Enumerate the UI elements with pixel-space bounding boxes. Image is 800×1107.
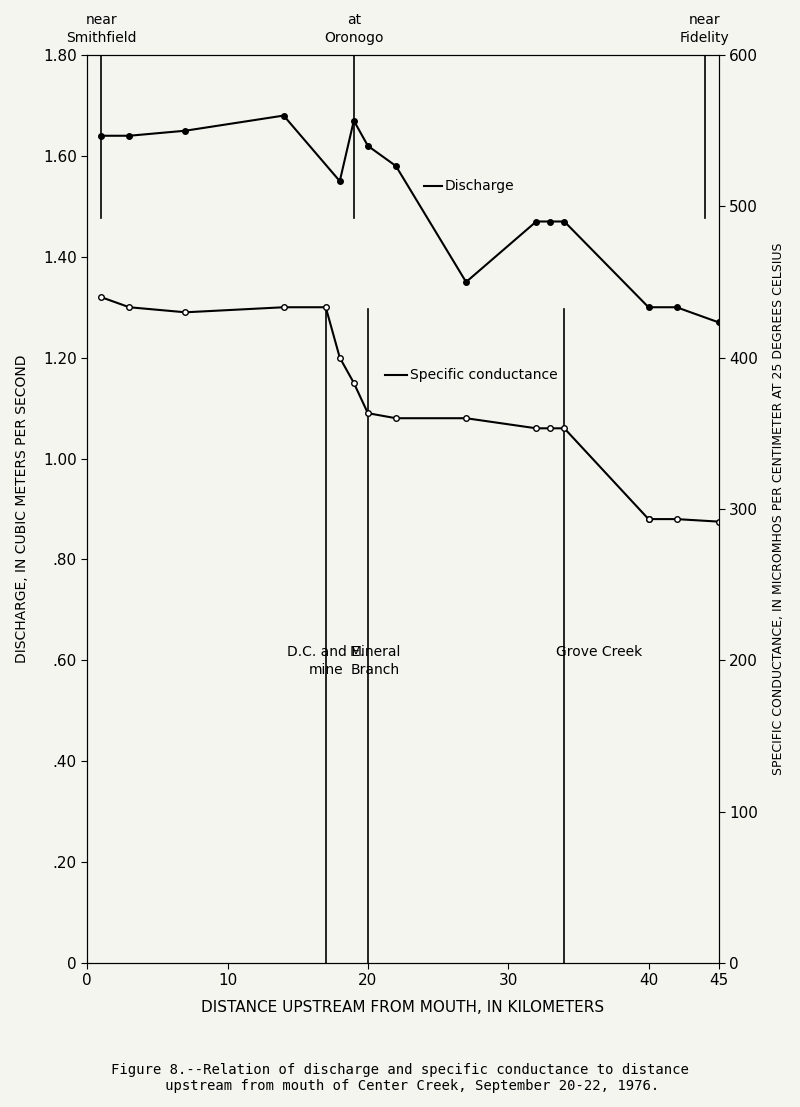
Text: near: near — [86, 13, 117, 28]
Text: Figure 8.--Relation of discharge and specific conductance to distance
   upstrea: Figure 8.--Relation of discharge and spe… — [111, 1063, 689, 1093]
Text: Discharge: Discharge — [445, 179, 514, 194]
Text: D.C. and E.: D.C. and E. — [287, 645, 365, 659]
Text: near: near — [689, 13, 721, 28]
X-axis label: DISTANCE UPSTREAM FROM MOUTH, IN KILOMETERS: DISTANCE UPSTREAM FROM MOUTH, IN KILOMET… — [202, 1000, 605, 1014]
Text: Grove Creek: Grove Creek — [556, 645, 642, 659]
Text: at: at — [346, 13, 361, 28]
Text: Mineral: Mineral — [349, 645, 401, 659]
Text: Branch: Branch — [350, 663, 399, 676]
Text: mine: mine — [309, 663, 343, 676]
Text: Smithfield: Smithfield — [66, 31, 137, 45]
Text: Oronogo: Oronogo — [324, 31, 383, 45]
Y-axis label: SPECIFIC CONDUCTANCE, IN MICROMHOS PER CENTIMETER AT 25 DEGREES CELSIUS: SPECIFIC CONDUCTANCE, IN MICROMHOS PER C… — [772, 242, 785, 775]
Text: Fidelity: Fidelity — [680, 31, 730, 45]
Text: Specific conductance: Specific conductance — [410, 369, 558, 382]
Y-axis label: DISCHARGE, IN CUBIC METERS PER SECOND: DISCHARGE, IN CUBIC METERS PER SECOND — [15, 354, 29, 663]
